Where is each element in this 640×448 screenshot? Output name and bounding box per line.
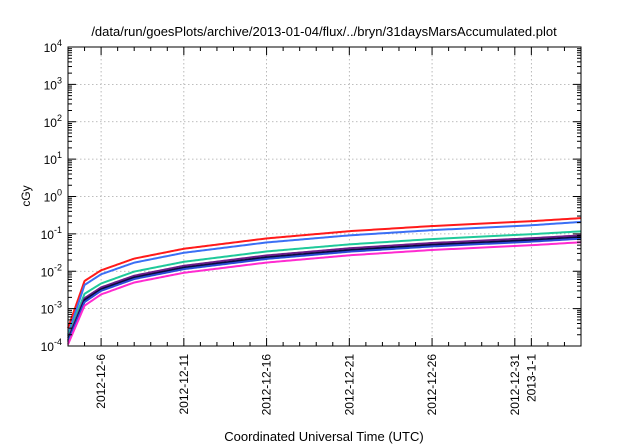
series-line bbox=[67, 234, 582, 340]
axis-ticks: 10-4 10-3 10-2 10-1 100 101 102 103 104 2012-12-6… bbox=[41, 38, 581, 415]
y-tick-label: 103 bbox=[44, 75, 62, 92]
series-line bbox=[67, 217, 582, 330]
y-tick-label: 10-1 bbox=[41, 225, 62, 242]
series-line bbox=[67, 237, 582, 343]
y-tick-label: 101 bbox=[44, 150, 62, 167]
x-tick-label: 2012-12-21 bbox=[342, 354, 356, 416]
x-tick-label: 2012-12-31 bbox=[508, 354, 522, 416]
x-tick-label: 2012-12-11 bbox=[177, 354, 191, 415]
gridlines bbox=[68, 47, 581, 346]
y-tick-label: 10-3 bbox=[41, 300, 62, 317]
x-tick-label: 2012-12-6 bbox=[94, 354, 108, 409]
series-line bbox=[67, 241, 582, 346]
y-tick-label: 10-4 bbox=[41, 337, 62, 354]
y-tick-label: 104 bbox=[44, 38, 62, 55]
series-lines bbox=[67, 217, 582, 346]
x-axis-label: Coordinated Universal Time (UTC) bbox=[224, 429, 423, 444]
series-line bbox=[67, 236, 582, 342]
y-tick-label: 10-2 bbox=[41, 262, 62, 279]
x-tick-label: 2012-12-16 bbox=[260, 354, 274, 416]
chart-title: /data/run/goesPlots/archive/2013-01-04/f… bbox=[91, 24, 557, 39]
y-tick-label: 100 bbox=[44, 188, 62, 205]
series-line bbox=[67, 230, 582, 338]
x-tick-label: 2013-1-1 bbox=[524, 354, 538, 402]
y-tick-label: 102 bbox=[44, 113, 62, 130]
y-axis-label: cGy bbox=[19, 185, 33, 206]
series-line bbox=[67, 220, 582, 336]
x-tick-label: 2012-12-26 bbox=[425, 354, 439, 416]
